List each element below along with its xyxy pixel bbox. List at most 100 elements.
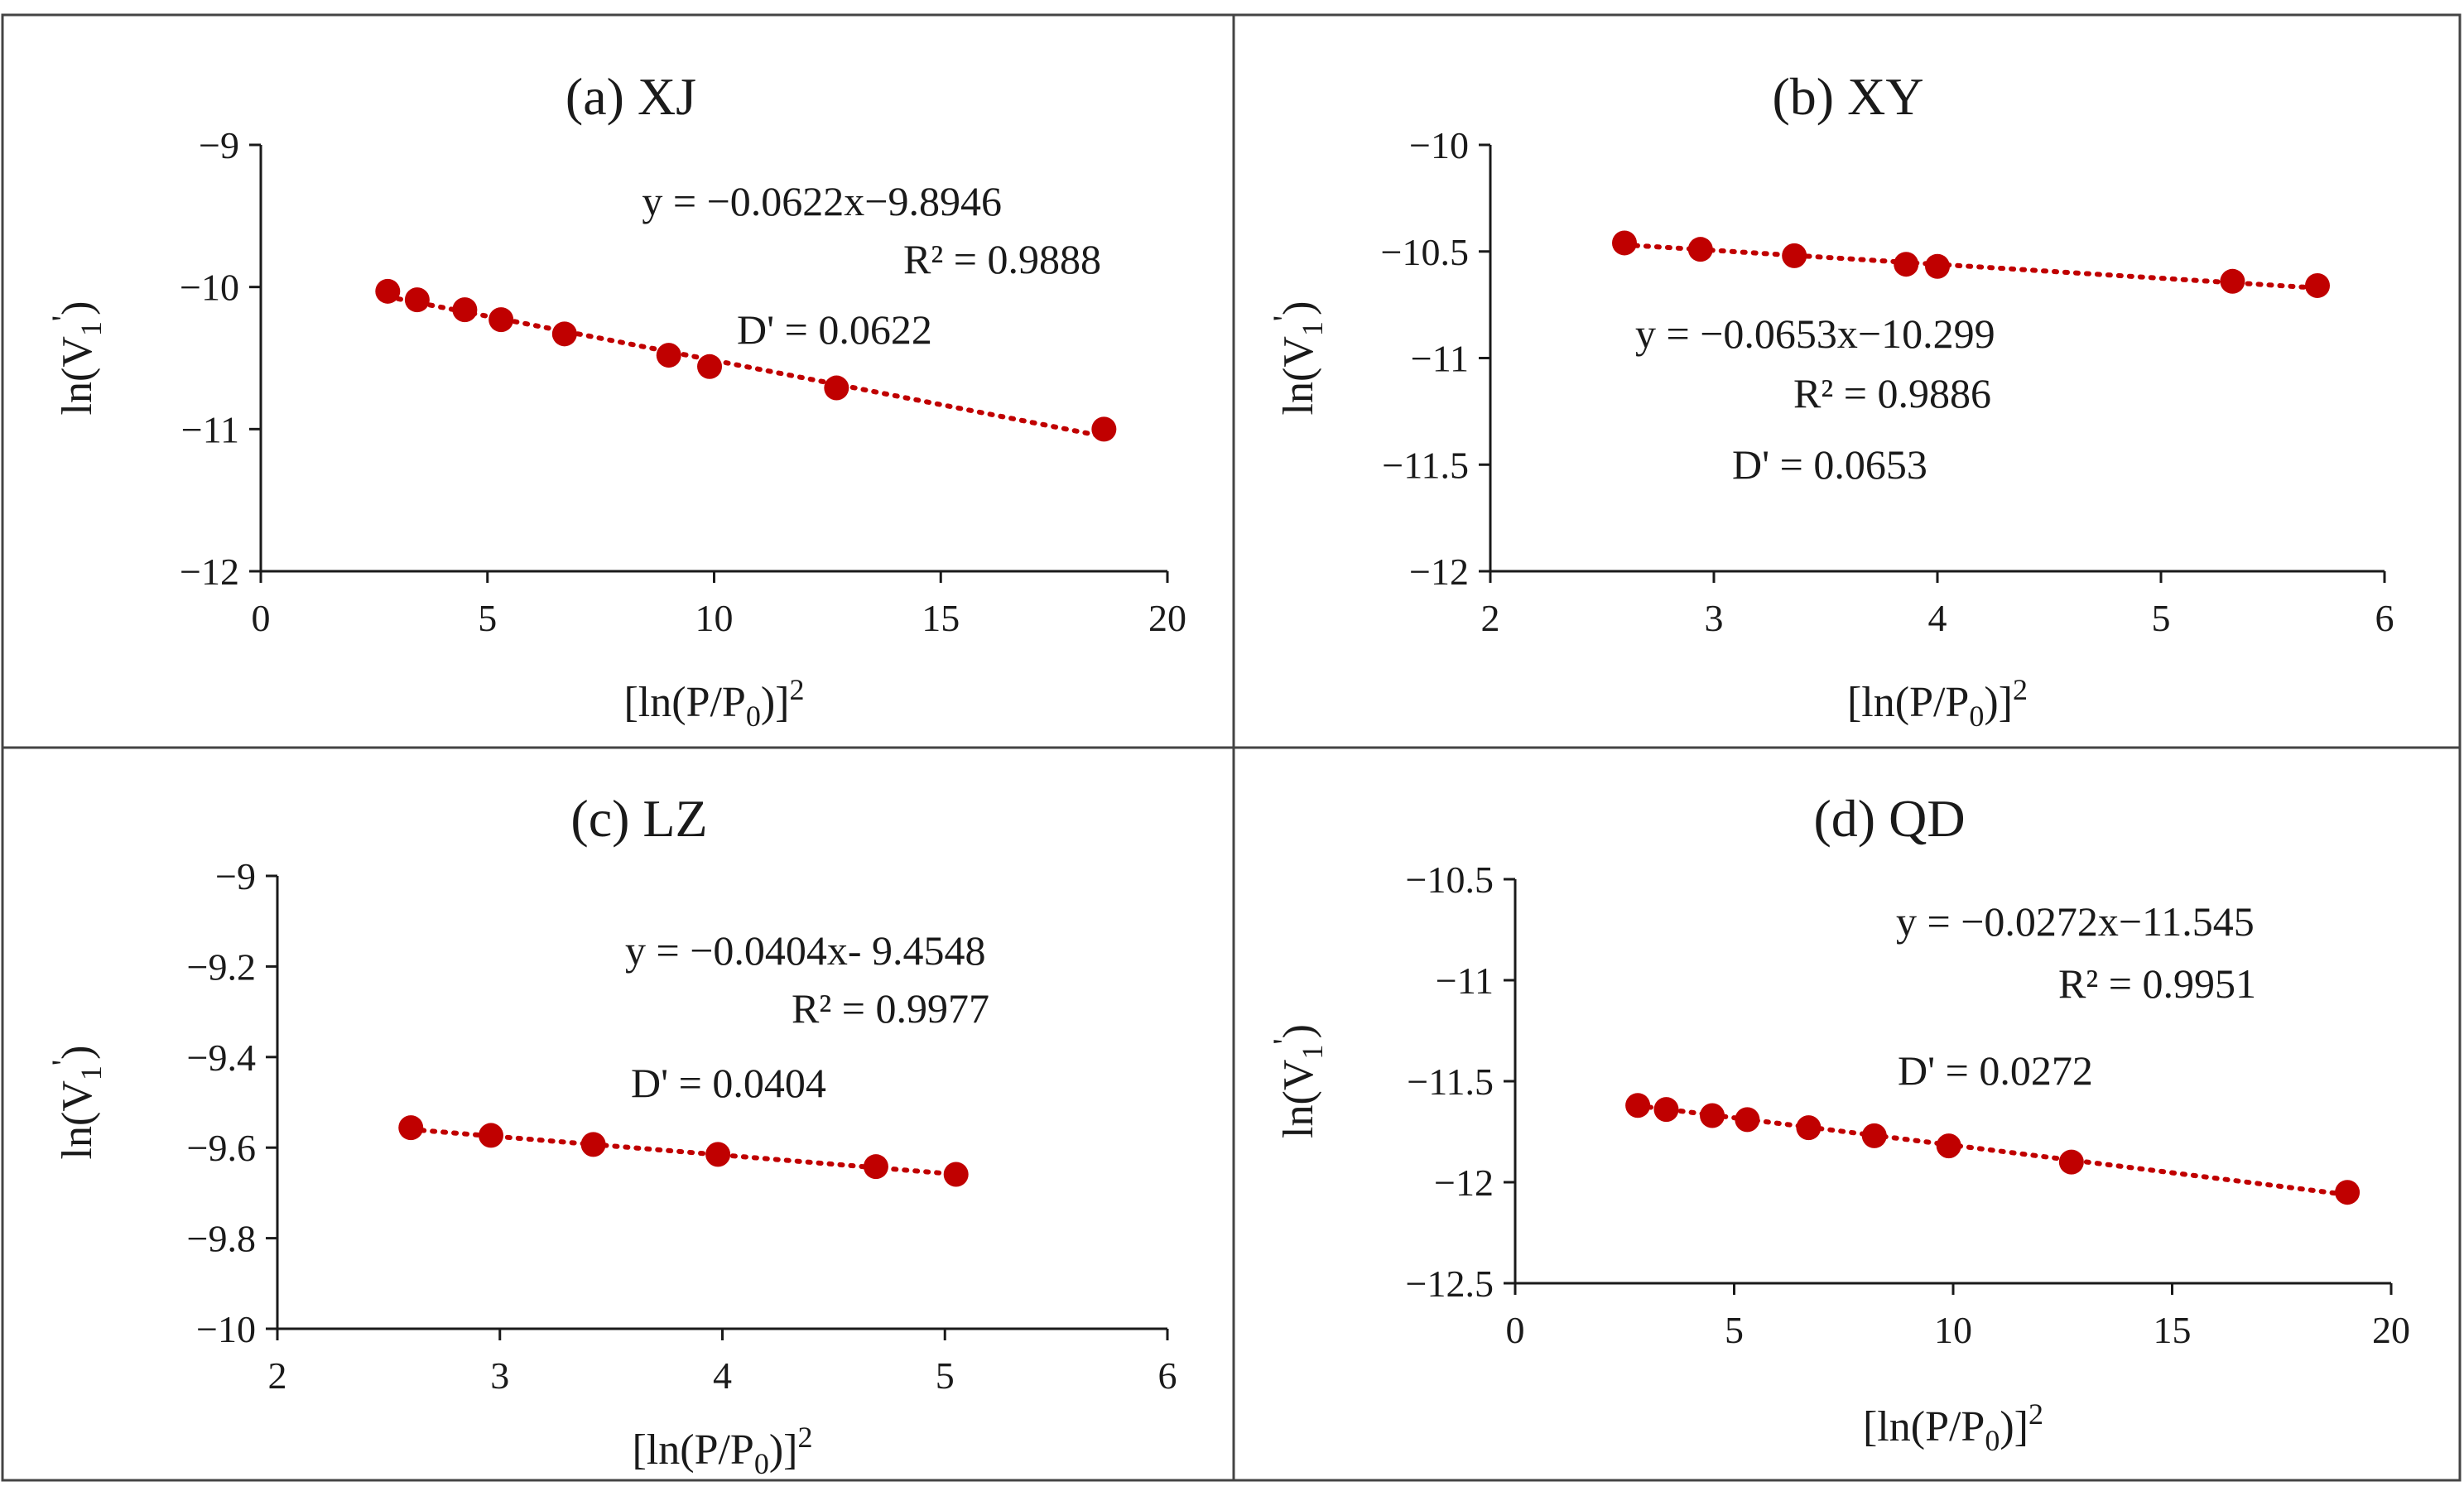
equation-label: y = −0.0272x−11.545 [1896, 898, 2255, 945]
x-axis-label: [ln(P/P0)]2 [1863, 1397, 2043, 1457]
y-tick-label: −12 [1434, 1162, 1494, 1204]
chart-title: (b) XY [1772, 67, 1923, 126]
data-point [697, 354, 723, 379]
y-tick-label: −9 [199, 124, 239, 166]
data-point [1796, 1115, 1822, 1141]
data-point [479, 1123, 503, 1148]
data-point [2305, 272, 2330, 298]
d-prime-label: D' = 0.0653 [1732, 441, 1927, 488]
x-tick-label: 2 [268, 1354, 287, 1397]
x-axis-label: [ln(P/P0)]2 [623, 673, 804, 733]
r-squared-label: R² = 0.9977 [792, 985, 989, 1032]
equation-label: y = −0.0622x−9.8946 [642, 178, 1002, 224]
x-tick-label: 5 [936, 1354, 955, 1397]
data-point [705, 1142, 731, 1167]
x-tick-label: 15 [2154, 1309, 2192, 1351]
data-point [551, 321, 577, 347]
y-tick-label: −9.6 [187, 1127, 256, 1169]
y-tick-label: −10 [180, 267, 239, 309]
chart-title: (d) QD [1813, 789, 1965, 848]
y-tick-label: −11.5 [1382, 444, 1469, 486]
data-point [2058, 1149, 2084, 1175]
data-point [656, 343, 681, 368]
data-point [2335, 1180, 2361, 1205]
data-point [375, 278, 401, 304]
trendline [1622, 242, 2320, 291]
x-tick-label: 0 [1506, 1309, 1525, 1351]
x-tick-label: 4 [713, 1354, 732, 1397]
x-tick-label: 10 [695, 597, 734, 639]
data-point [404, 287, 430, 313]
data-point [488, 307, 514, 333]
panel-1: (a) XJ 0 5 10 15 20 −12 −11 −10 −9 [ln(P/P0)]2 ln(V… [45, 67, 1186, 733]
panel-3: (c) LZ 2 3 4 5 6 −10 −9.8 −9.6 −9.4 −9.2 −9 [ln(P/P0… [45, 789, 1177, 1480]
y-tick-label: −9.4 [187, 1037, 256, 1079]
y-tick-label: −9.2 [187, 945, 256, 988]
x-tick-label: 5 [1725, 1309, 1744, 1351]
r-squared-label: R² = 0.9886 [1793, 370, 1991, 416]
y-tick-label: −12 [1409, 551, 1469, 593]
equation-label: y = −0.0404x- 9.4548 [625, 927, 986, 974]
x-tick-label: 2 [1481, 597, 1500, 639]
data-point [863, 1154, 888, 1180]
x-tick-label: 3 [1705, 597, 1724, 639]
data-point [1894, 252, 1919, 277]
data-point [1925, 253, 1950, 279]
chart-title: (c) LZ [570, 789, 707, 848]
y-tick-label: −10 [196, 1308, 256, 1350]
y-tick-label: −10.5 [1406, 859, 1494, 901]
data-point [943, 1162, 969, 1187]
data-point [1700, 1103, 1725, 1128]
x-tick-label: 6 [2375, 597, 2394, 639]
x-axis-label: [ln(P/P0)]2 [632, 1421, 812, 1480]
data-point [1936, 1133, 1961, 1159]
data-point [1735, 1107, 1760, 1133]
x-axis-label: [ln(P/P0)]2 [1847, 673, 2028, 733]
y-tick-label: −12.5 [1406, 1263, 1494, 1305]
x-tick-label: 10 [1934, 1309, 1972, 1351]
data-point [398, 1115, 424, 1141]
data-point [1612, 230, 1637, 256]
y-tick-label: −11 [181, 408, 239, 450]
y-axis-label: ln(V1') [1266, 301, 1329, 416]
x-tick-label: 5 [478, 597, 497, 639]
y-tick-label: −11.5 [1407, 1061, 1494, 1103]
y-tick-label: −10 [1409, 124, 1469, 166]
data-point [580, 1132, 606, 1157]
r-squared-label: R² = 0.9951 [2058, 960, 2256, 1007]
x-tick-label: 15 [922, 597, 960, 639]
x-tick-label: 0 [252, 597, 271, 639]
y-tick-label: −10.5 [1381, 231, 1469, 273]
y-axis-label: ln(V1') [1266, 1024, 1329, 1138]
equation-label: y = −0.0653x−10.299 [1635, 310, 1995, 357]
y-tick-label: −11 [1411, 338, 1469, 380]
data-point [1687, 237, 1713, 262]
x-tick-label: 3 [490, 1354, 509, 1397]
x-tick-label: 6 [1158, 1354, 1177, 1397]
chart-title: (a) XJ [565, 67, 696, 126]
data-point [2220, 268, 2245, 294]
y-tick-label: −11 [1436, 960, 1494, 1002]
y-tick-label: −9.8 [187, 1218, 256, 1260]
data-point [1625, 1093, 1651, 1118]
r-squared-label: R² = 0.9888 [903, 236, 1101, 282]
data-point [1782, 243, 1807, 268]
data-point [1861, 1123, 1887, 1148]
d-prime-label: D' = 0.0622 [737, 306, 932, 353]
x-tick-label: 20 [1148, 597, 1186, 639]
data-point [1091, 416, 1117, 442]
panel-4: (d) QD 0 5 10 15 20 −12.5 −12 −11.5 −11 −10.5 [ln(P… [1266, 789, 2410, 1457]
data-point [1653, 1097, 1679, 1123]
x-tick-label: 20 [2372, 1309, 2410, 1351]
x-tick-label: 5 [2152, 597, 2171, 639]
d-prime-label: D' = 0.0404 [631, 1060, 826, 1106]
data-point [824, 375, 849, 401]
panel-2: (b) XY 2 3 4 5 6 −12 −11.5 −11 −10.5 −10 [ln(P/P0)]… [1266, 67, 2394, 733]
y-tick-label: −12 [180, 551, 239, 593]
d-prime-label: D' = 0.0272 [1898, 1047, 2093, 1094]
y-axis-label: ln(V1') [45, 1046, 108, 1160]
y-axis-label: ln(V1') [45, 301, 108, 416]
x-tick-label: 4 [1928, 597, 1947, 639]
data-point [452, 297, 478, 323]
